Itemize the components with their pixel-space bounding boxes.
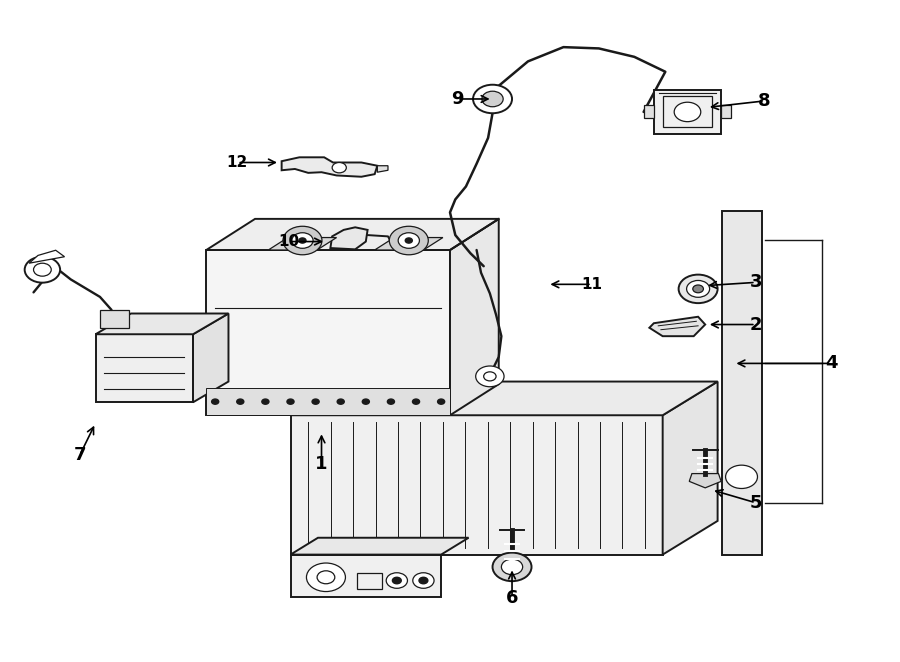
Polygon shape [29,250,65,263]
Circle shape [405,238,412,243]
Circle shape [501,559,523,575]
Circle shape [725,465,758,489]
Polygon shape [206,219,499,250]
Circle shape [299,238,306,243]
Text: 9: 9 [451,90,464,108]
Circle shape [237,399,244,404]
Circle shape [306,563,346,592]
Circle shape [262,399,269,404]
Text: 2: 2 [750,316,762,334]
Circle shape [476,366,504,387]
Polygon shape [721,105,732,118]
Circle shape [386,573,408,589]
Polygon shape [206,250,450,415]
Polygon shape [95,314,229,334]
Circle shape [338,399,345,404]
Polygon shape [722,211,762,555]
Circle shape [292,233,313,248]
Circle shape [312,399,319,404]
Circle shape [317,571,335,584]
Polygon shape [268,238,337,250]
Polygon shape [377,166,388,172]
Polygon shape [291,555,441,596]
Circle shape [674,102,701,122]
Text: 12: 12 [227,155,248,170]
Polygon shape [450,219,499,415]
Circle shape [387,399,394,404]
Circle shape [679,275,717,303]
Polygon shape [100,310,130,328]
Circle shape [473,85,512,113]
Polygon shape [330,227,367,250]
Circle shape [483,372,496,381]
Polygon shape [291,381,717,415]
Circle shape [413,573,434,589]
Circle shape [687,281,709,297]
Text: 4: 4 [824,354,837,373]
Text: 1: 1 [315,455,328,473]
Circle shape [693,285,704,293]
Text: 5: 5 [750,494,762,512]
Circle shape [482,91,503,107]
Circle shape [419,577,428,584]
Text: 11: 11 [581,277,602,292]
Circle shape [33,263,51,276]
Polygon shape [654,90,721,134]
Text: 6: 6 [506,589,518,607]
Polygon shape [291,415,662,555]
Circle shape [398,233,419,248]
Circle shape [412,399,419,404]
Polygon shape [95,334,193,402]
Polygon shape [206,388,450,415]
Polygon shape [644,105,654,118]
Circle shape [437,399,445,404]
Polygon shape [291,538,469,555]
Circle shape [332,162,347,173]
Polygon shape [374,238,443,250]
Text: 3: 3 [750,273,762,291]
Polygon shape [650,316,706,336]
Circle shape [392,577,401,584]
Circle shape [363,399,369,404]
Circle shape [390,226,428,255]
Text: 7: 7 [74,446,86,465]
Circle shape [492,553,532,581]
Polygon shape [689,473,721,488]
Circle shape [24,257,60,283]
Circle shape [287,399,294,404]
Circle shape [283,226,322,255]
Text: 8: 8 [759,92,771,110]
Text: 10: 10 [278,234,300,249]
Polygon shape [193,314,229,402]
Polygon shape [662,381,717,555]
Polygon shape [282,158,377,177]
Circle shape [212,399,219,404]
